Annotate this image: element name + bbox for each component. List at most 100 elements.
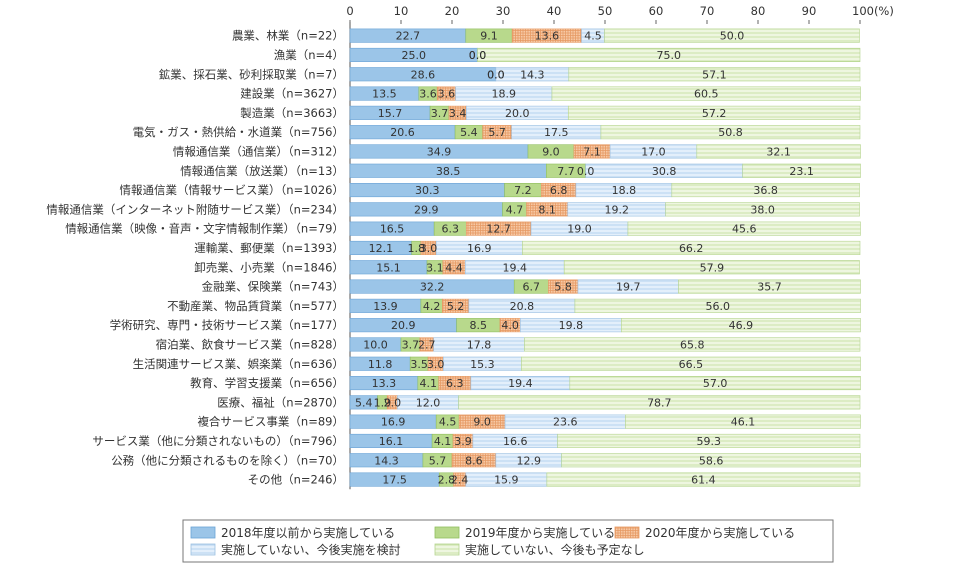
data-label: 58.6 [699,454,724,467]
data-label: 18.8 [612,184,637,197]
data-label: 0.0 [577,165,595,178]
x-tick-label: 100(%) [852,4,894,18]
data-label: 0.0 [469,49,487,62]
data-label: 9.1 [480,30,498,43]
data-label: 19.2 [604,203,629,216]
data-label: 12.0 [416,396,441,409]
data-label: 10.0 [363,338,388,351]
data-label: 0.0 [487,68,505,81]
data-label: 4.7 [506,203,524,216]
data-label: 59.3 [697,435,722,448]
data-label: 3.9 [454,435,472,448]
data-label: 16.5 [380,223,405,236]
bar-segment [546,472,861,487]
data-label: 2.7 [418,338,436,351]
category-label: 教育、学習支援業（n=656） [190,376,344,390]
data-label: 4.4 [445,261,463,274]
bar-segment [665,202,860,217]
category-label: サービス業（他に分類されないもの）（n=796） [92,434,344,448]
category-label: 漁業（n=4） [274,48,344,62]
data-label: 23.1 [789,165,814,178]
category-label: 宿泊業、飲食サービス業（n=828） [156,337,344,351]
data-label: 23.6 [553,416,578,429]
data-label: 6.3 [441,223,459,236]
bar-segment [477,47,861,63]
data-label: 57.1 [702,68,727,81]
bar-segment [621,318,861,333]
data-label: 19.0 [567,223,592,236]
bars [349,28,861,487]
data-label: 5.7 [429,454,447,467]
legend-swatch [190,526,216,539]
category-label: 電気・ガス・熱供給・水道業（n=756） [133,125,344,139]
data-label: 25.0 [402,49,427,62]
data-label: 13.3 [372,377,397,390]
category-label: 不動産業、物品賃貸業（n=577） [167,299,344,313]
data-label: 56.0 [705,300,730,313]
category-label: 情報通信業（インターネット附随サービス業）（n=234） [46,202,344,216]
data-label: 7.7 [557,165,575,178]
bar-segment [521,356,861,371]
data-label: 5.8 [554,281,572,294]
bar-segment [551,86,861,101]
data-label: 22.7 [396,30,421,43]
legend-swatch [190,543,216,556]
data-label: 20.6 [390,126,415,139]
data-labels: 22.7 9.1 13.6 4.5 50.025.0 0.00.0 75.028.6 0.00… [355,30,814,487]
data-label: 13.9 [373,300,398,313]
data-label: 20.0 [505,107,530,120]
data-label: 66.2 [679,242,704,255]
data-label: 16.9 [381,416,406,429]
data-label: 4.5 [439,416,457,429]
data-label: 3.7 [431,107,449,120]
bar-segment [522,240,861,255]
data-label: 19.7 [616,281,641,294]
legend-box [182,519,834,563]
data-label: 17.0 [641,145,666,158]
data-label: 7.1 [583,145,601,158]
category-label: 農業、林業（n=22） [232,29,344,43]
data-label: 3.0 [427,358,445,371]
data-label: 57.0 [703,377,728,390]
data-label: 15.9 [494,474,519,487]
x-tick-label: 30 [496,4,511,18]
bar-segment [604,28,860,43]
data-label: 8.5 [470,319,488,332]
data-label: 57.9 [700,261,725,274]
data-label: 1.9 [374,396,392,409]
data-label: 2.0 [384,396,402,409]
category-label: 鉱業、採石業、砂利採取業（n=7） [159,67,344,81]
data-label: 3.6 [419,88,437,101]
data-label: 61.4 [691,474,716,487]
data-label: 2.4 [451,474,469,487]
legend-label: 実施していない、今後も予定なし [465,542,645,557]
bar-segment [742,163,861,178]
data-label: 17.5 [544,126,569,139]
data-label: 36.8 [753,184,778,197]
data-label: 38.5 [436,165,461,178]
category-label: 情報通信業（情報サービス業）（n=1026） [120,183,344,197]
data-label: 8.1 [538,203,556,216]
data-label: 3.5 [410,358,428,371]
data-label: 13.6 [535,30,560,43]
bar-segment [567,105,861,120]
data-label: 11.8 [368,358,393,371]
data-label: 4.1 [434,435,452,448]
data-label: 16.9 [467,242,492,255]
data-label: 75.0 [657,49,682,62]
data-label: 50.8 [718,126,743,139]
data-label: 20.8 [510,300,535,313]
category-label: 情報通信業（映像・音声・文字情報制作業）（n=79） [65,222,344,236]
data-label: 66.5 [679,358,704,371]
data-label: 3.0 [420,242,438,255]
data-label: 50.0 [720,30,745,43]
data-label: 3.4 [449,107,467,120]
category-labels: 農業、林業（n=22） 漁業（n=4） 鉱業、採石業、砂利採取業（n=7） 建設業（n… [46,29,344,487]
data-label: 9.0 [473,416,491,429]
bar-segment [563,260,860,275]
data-label: 65.8 [680,338,705,351]
category-label: 医療、福祉（n=2870） [217,395,344,409]
data-label: 1.8 [408,242,426,255]
data-label: 30.8 [652,165,677,178]
data-label: 17.8 [467,338,492,351]
